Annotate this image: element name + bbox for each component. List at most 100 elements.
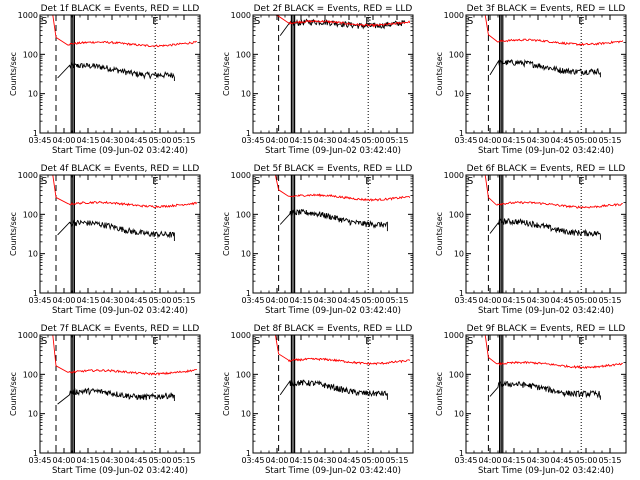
y-tick-label: 1	[33, 129, 38, 138]
y-axis-label: Counts/sec	[435, 372, 444, 416]
x-tick-label: 04:15	[289, 296, 312, 305]
series-events-line	[489, 217, 601, 240]
x-tick-label: 03:45	[241, 136, 264, 145]
x-tick-label: 05:00	[148, 296, 171, 305]
x-tick-label: 04:15	[289, 136, 312, 145]
y-tick-label: 1	[33, 449, 38, 458]
y-tick-label: 10	[241, 90, 251, 99]
x-tick-label: 03:45	[454, 296, 477, 305]
plot-frame	[252, 334, 414, 454]
x-tick-label: 05:00	[148, 456, 171, 465]
x-tick-label: 03:45	[241, 296, 264, 305]
plot-frame	[252, 14, 414, 134]
x-tick-label: 05:00	[574, 456, 597, 465]
x-tick-label: 04:00	[478, 456, 501, 465]
series-events-line	[57, 61, 175, 81]
series-lld-line	[484, 334, 623, 370]
y-axis-label: Counts/sec	[9, 52, 18, 96]
y-tick-label: 100	[23, 370, 38, 379]
y-tick-label: 1000	[444, 171, 464, 180]
panel-det-3: Det 3f BLACK = Events, RED = LLD S E 1 10 100…	[435, 4, 627, 156]
end-marker: E	[365, 176, 371, 187]
series-lld-line	[274, 174, 411, 202]
y-tick-label: 1000	[231, 171, 251, 180]
panel-title: Det 4f BLACK = Events, RED = LLD	[41, 164, 200, 174]
x-tick-label: 04:30	[100, 136, 123, 145]
series-events-line	[489, 58, 601, 78]
panel-title: Det 7f BLACK = Events, RED = LLD	[41, 324, 200, 334]
x-tick-label: 04:15	[76, 136, 99, 145]
y-tick-label: 1000	[444, 331, 464, 340]
x-tick-label: 04:45	[337, 456, 360, 465]
series-lld-line	[484, 174, 623, 209]
plot-frame	[252, 174, 414, 294]
x-tick-label: 04:30	[526, 296, 549, 305]
y-tick-label: 100	[449, 50, 464, 59]
x-tick-label: 04:45	[337, 136, 360, 145]
x-tick-label: 04:00	[52, 296, 75, 305]
x-tick-label: 05:00	[361, 296, 384, 305]
y-tick-label: 100	[449, 370, 464, 379]
series-lld-line	[275, 14, 411, 28]
x-tick-label: 04:45	[337, 296, 360, 305]
y-tick-label: 10	[28, 410, 38, 419]
x-tick-label: 05:15	[598, 136, 621, 145]
y-tick-label: 100	[236, 370, 251, 379]
end-marker: E	[365, 16, 371, 27]
series-events-line	[279, 18, 406, 36]
series-events-line	[57, 219, 175, 241]
y-tick-label: 1	[246, 129, 251, 138]
x-tick-label: 04:00	[478, 136, 501, 145]
x-tick-label: 05:15	[598, 296, 621, 305]
panel-title: Det 2f BLACK = Events, RED = LLD	[254, 4, 413, 14]
x-axis-label: Start Time (09-Jun-02 03:42:40)	[478, 306, 614, 316]
x-axis-label: Start Time (09-Jun-02 03:42:40)	[52, 466, 188, 476]
x-tick-label: 04:00	[52, 136, 75, 145]
plot-frame	[465, 14, 627, 134]
start-marker: S	[467, 16, 473, 27]
y-tick-label: 1	[246, 289, 251, 298]
panel-title: Det 3f BLACK = Events, RED = LLD	[467, 4, 626, 14]
plot-frame	[465, 334, 627, 454]
series-lld-line	[52, 334, 197, 376]
x-tick-label: 03:45	[454, 456, 477, 465]
x-axis-label: Start Time (09-Jun-02 03:42:40)	[478, 466, 614, 476]
panel-title: Det 8f BLACK = Events, RED = LLD	[254, 324, 413, 334]
y-tick-label: 10	[241, 410, 251, 419]
x-tick-label: 05:00	[574, 136, 597, 145]
x-tick-label: 04:45	[550, 296, 573, 305]
y-tick-label: 1000	[18, 11, 38, 20]
panel-title: Det 1f BLACK = Events, RED = LLD	[41, 4, 200, 14]
x-tick-label: 04:00	[52, 456, 75, 465]
x-tick-label: 04:30	[526, 136, 549, 145]
x-tick-label: 05:15	[598, 456, 621, 465]
x-tick-label: 04:45	[124, 136, 147, 145]
x-tick-label: 04:15	[289, 456, 312, 465]
y-tick-label: 1000	[18, 331, 38, 340]
start-marker: S	[254, 16, 260, 27]
y-tick-label: 10	[454, 90, 464, 99]
panel-det-2: Det 2f BLACK = Events, RED = LLD S E 1 10 100…	[222, 4, 414, 156]
end-marker: E	[578, 336, 584, 347]
start-marker: S	[41, 16, 47, 27]
panel-det-6: Det 6f BLACK = Events, RED = LLD S E 1 10 100…	[435, 164, 627, 316]
x-axis-label: Start Time (09-Jun-02 03:42:40)	[265, 306, 401, 316]
x-tick-label: 05:00	[361, 456, 384, 465]
x-tick-label: 04:45	[550, 136, 573, 145]
panel-det-4: Det 4f BLACK = Events, RED = LLD S E 1 10 100…	[9, 164, 201, 316]
x-axis-label: Start Time (09-Jun-02 03:42:40)	[265, 466, 401, 476]
x-tick-label: 05:15	[172, 456, 195, 465]
panel-det-9: Det 9f BLACK = Events, RED = LLD S E 1 10 100…	[435, 324, 627, 476]
x-tick-label: 05:15	[172, 136, 195, 145]
start-marker: S	[41, 336, 47, 347]
start-marker: S	[254, 336, 260, 347]
y-tick-label: 1000	[231, 11, 251, 20]
series-lld-line	[484, 14, 624, 47]
y-tick-label: 10	[454, 250, 464, 259]
start-marker: S	[467, 336, 473, 347]
x-tick-label: 04:30	[526, 456, 549, 465]
series-lld-line	[52, 14, 197, 48]
x-tick-label: 04:00	[265, 136, 288, 145]
y-axis-label: Counts/sec	[435, 52, 444, 96]
x-tick-label: 05:00	[574, 296, 597, 305]
